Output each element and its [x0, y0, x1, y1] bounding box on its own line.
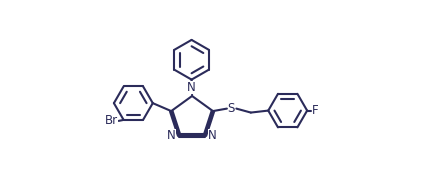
Text: F: F: [312, 104, 319, 117]
Text: N: N: [187, 81, 196, 94]
Text: Br: Br: [105, 114, 118, 127]
Text: N: N: [167, 128, 176, 142]
Text: S: S: [228, 102, 235, 115]
Text: N: N: [208, 128, 217, 142]
